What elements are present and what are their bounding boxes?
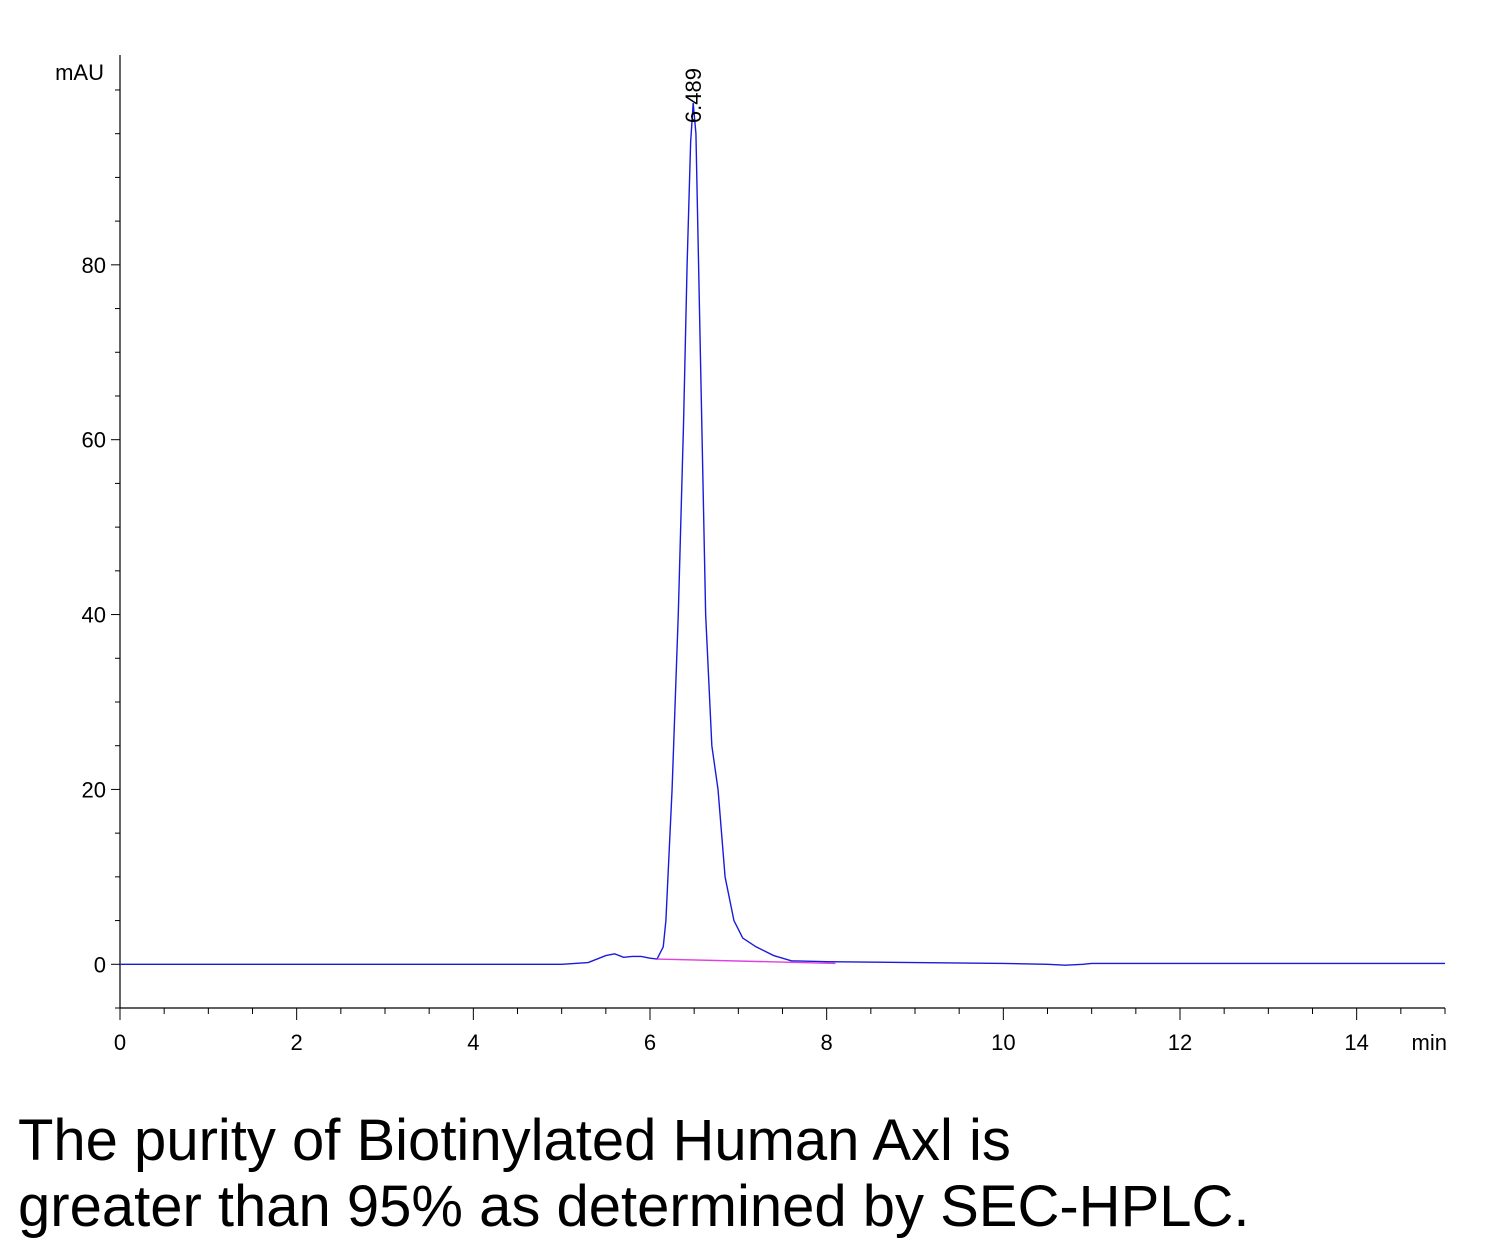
x-unit: min — [1412, 1030, 1447, 1055]
x-tick-label: 0 — [114, 1030, 126, 1055]
y-tick-label: 60 — [82, 428, 106, 453]
x-tick-label: 10 — [991, 1030, 1015, 1055]
caption-line: The purity of Biotinylated Human Axl is — [18, 1108, 1011, 1173]
series-line — [120, 103, 1445, 966]
x-tick-label: 8 — [821, 1030, 833, 1055]
y-tick-label: 20 — [82, 777, 106, 802]
y-tick-label: 40 — [82, 603, 106, 628]
y-tick-label: 0 — [94, 952, 106, 977]
x-tick-label: 14 — [1344, 1030, 1368, 1055]
x-tick-label: 12 — [1168, 1030, 1192, 1055]
x-tick-label: 4 — [467, 1030, 479, 1055]
series-line — [657, 958, 836, 965]
caption-line: greater than 95% as determined by SEC-HP… — [18, 1174, 1250, 1239]
peak-label: 6.489 — [681, 68, 706, 123]
y-unit: mAU — [55, 60, 104, 85]
y-tick-label: 80 — [82, 253, 106, 278]
x-tick-label: 2 — [291, 1030, 303, 1055]
x-tick-label: 6 — [644, 1030, 656, 1055]
